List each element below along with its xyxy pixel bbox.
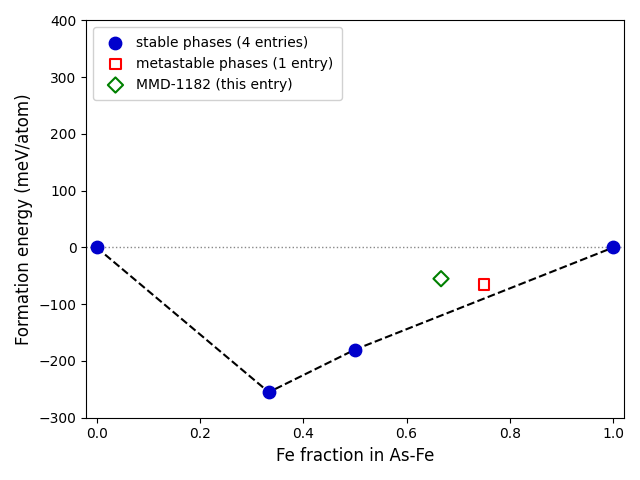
- X-axis label: Fe fraction in As-Fe: Fe fraction in As-Fe: [276, 447, 434, 465]
- stable phases (4 entries): [92, 244, 102, 252]
- MMD-1182 (this entry): [436, 275, 446, 283]
- Y-axis label: Formation energy (meV/atom): Formation energy (meV/atom): [15, 93, 33, 345]
- stable phases (4 entries): [264, 388, 274, 396]
- stable phases (4 entries): [608, 244, 618, 252]
- stable phases (4 entries): [350, 346, 360, 353]
- Legend: stable phases (4 entries), metastable phases (1 entry), MMD-1182 (this entry): stable phases (4 entries), metastable ph…: [93, 27, 342, 100]
- metastable phases (1 entry): [479, 280, 489, 288]
